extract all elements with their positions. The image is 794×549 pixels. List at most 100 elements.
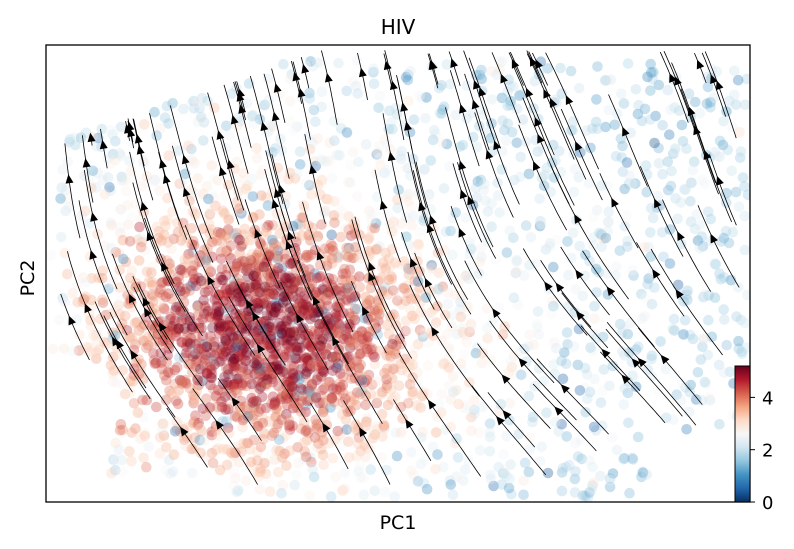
scatter-point <box>256 261 268 272</box>
scatter-point <box>400 315 412 327</box>
scatter-point <box>318 406 329 418</box>
scatter-point <box>218 443 229 455</box>
scatter-point <box>319 413 331 425</box>
scatter-point <box>412 476 424 487</box>
scatter-point <box>369 485 381 497</box>
scatter-point <box>228 381 240 392</box>
scatter-point <box>237 240 248 251</box>
scatter-point <box>193 417 204 429</box>
scatter-point <box>285 326 297 338</box>
scatter-point <box>303 354 314 366</box>
scatter-point <box>506 127 518 138</box>
scatter-point <box>238 229 249 241</box>
scatter-point <box>345 230 357 241</box>
scatter-point <box>358 489 370 501</box>
scatter-point <box>394 150 406 161</box>
scatter-point <box>242 364 254 376</box>
scatter-point <box>406 447 417 458</box>
scatter-point <box>596 229 607 240</box>
scatter-point <box>270 240 282 251</box>
scatter-point <box>649 282 660 293</box>
scatter-point <box>185 333 197 344</box>
scatter-point <box>302 355 313 367</box>
scatter-point <box>584 386 596 398</box>
scatter-point <box>381 382 392 394</box>
scatter-point <box>210 390 222 402</box>
scatter-point <box>266 263 278 275</box>
scatter-point <box>346 274 358 286</box>
scatter-point <box>237 422 248 433</box>
scatter-point <box>212 311 223 323</box>
scatter-point <box>292 168 303 179</box>
scatter-point <box>60 205 71 217</box>
scatter-point <box>376 409 388 420</box>
scatter-point <box>90 182 102 193</box>
scatter-point <box>589 313 600 324</box>
scatter-point <box>518 270 530 281</box>
scatter-point <box>640 160 652 171</box>
scatter-point <box>212 301 223 313</box>
scatter-point <box>433 267 445 279</box>
scatter-point <box>316 360 328 371</box>
scatter-point <box>253 304 264 316</box>
scatter-point <box>180 236 192 248</box>
scatter-point <box>548 359 559 370</box>
scatter-point <box>515 369 527 381</box>
scatter-point <box>305 305 317 317</box>
scatter-point <box>296 324 308 336</box>
scatter-point <box>677 136 689 147</box>
scatter-point <box>344 335 355 346</box>
scatter-point <box>443 380 455 391</box>
scatter-point <box>330 324 342 335</box>
scatter-point <box>287 420 298 432</box>
scatter-point <box>73 227 84 239</box>
scatter-point <box>408 114 420 126</box>
scatter-point <box>696 174 708 186</box>
scatter-point <box>275 309 286 320</box>
scatter-point <box>303 251 314 263</box>
scatter-point <box>354 460 365 472</box>
scatter-point <box>234 406 246 417</box>
scatter-point <box>699 288 711 300</box>
scatter-point <box>579 362 591 374</box>
scatter-point <box>265 369 277 380</box>
scatter-point <box>471 342 483 353</box>
scatter-point <box>402 366 413 378</box>
scatter-point <box>251 322 263 334</box>
scatter-point <box>236 322 248 334</box>
scatter-point <box>337 387 349 399</box>
scatter-point <box>633 341 644 353</box>
scatter-point <box>581 125 592 136</box>
scatter-point <box>289 351 300 362</box>
scatter-point <box>124 236 136 247</box>
scatter-point <box>621 157 633 168</box>
scatter-point <box>153 226 165 237</box>
scatter-point <box>165 314 176 325</box>
scatter-point <box>733 343 745 355</box>
scatter-point <box>602 216 614 228</box>
scatter-point <box>137 411 149 423</box>
scatter-point <box>95 313 106 325</box>
scatter-point <box>258 261 270 273</box>
scatter-point <box>223 212 235 224</box>
scatter-point <box>289 331 301 342</box>
scatter-point <box>564 459 575 471</box>
scatter-point <box>225 344 237 356</box>
scatter-point <box>307 60 319 72</box>
scatter-point <box>204 209 216 220</box>
scatter-point <box>154 448 166 459</box>
scatter-point <box>301 249 312 261</box>
scatter-point <box>227 304 239 315</box>
scatter-point <box>281 460 292 472</box>
scatter-point <box>429 303 440 315</box>
scatter-point <box>234 457 245 468</box>
scatter-point <box>382 399 394 411</box>
scatter-point <box>359 439 370 451</box>
scatter-point <box>273 434 285 446</box>
scatter-point <box>244 408 256 420</box>
scatter-point <box>280 315 292 327</box>
scatter-point <box>149 106 160 118</box>
scatter-point <box>261 378 273 390</box>
scatter-point <box>295 286 306 298</box>
scatter-point <box>208 427 219 439</box>
